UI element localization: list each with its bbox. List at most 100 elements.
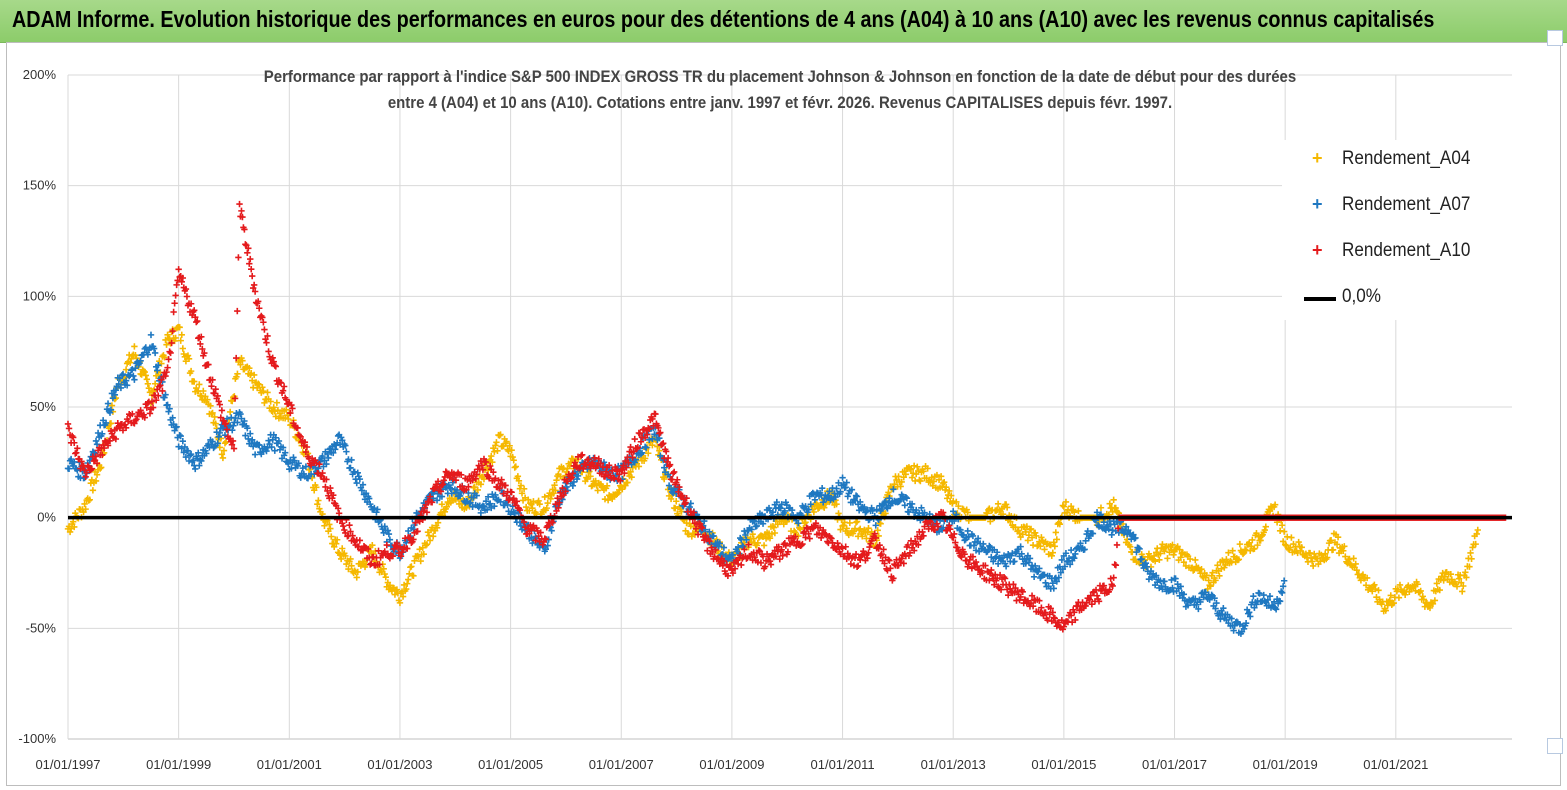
data-point — [140, 367, 147, 375]
data-point — [294, 424, 301, 432]
resize-handle-top-right[interactable] — [1547, 30, 1563, 46]
data-point — [1071, 609, 1078, 616]
data-point — [261, 326, 268, 333]
data-point — [315, 497, 322, 504]
data-point — [629, 464, 636, 471]
data-point — [734, 560, 742, 568]
data-point — [503, 492, 510, 500]
data-point — [657, 429, 664, 436]
data-point — [92, 477, 100, 485]
data-point — [1016, 530, 1023, 537]
data-point — [73, 449, 80, 456]
data-point — [1026, 555, 1034, 562]
data-point — [146, 410, 154, 417]
data-point — [264, 389, 271, 396]
data-point — [910, 547, 918, 554]
data-point — [993, 549, 1001, 556]
data-point — [958, 553, 965, 561]
data-point — [149, 388, 157, 395]
data-point — [326, 521, 333, 528]
data-point — [569, 470, 577, 477]
data-point — [323, 476, 330, 483]
data-point — [1429, 600, 1437, 608]
data-point — [1457, 579, 1465, 586]
data-point — [220, 447, 228, 454]
data-point — [821, 504, 828, 511]
data-point — [313, 484, 320, 491]
data-point — [1157, 550, 1164, 557]
data-point — [1261, 597, 1268, 605]
data-point — [137, 357, 144, 365]
data-point — [805, 506, 812, 513]
x-tick-label: 01/01/2003 — [367, 757, 432, 772]
data-point — [781, 507, 789, 515]
data-point — [1276, 598, 1284, 605]
data-point — [173, 423, 180, 431]
data-point — [106, 437, 114, 445]
data-point — [356, 475, 364, 483]
data-point — [1306, 549, 1314, 557]
resize-handle-bottom-right[interactable] — [1547, 738, 1563, 754]
data-point — [1062, 498, 1070, 506]
data-point — [927, 518, 934, 526]
data-point — [232, 354, 240, 362]
data-point — [860, 548, 867, 555]
data-point — [778, 546, 785, 553]
data-point — [1211, 594, 1218, 602]
data-point — [655, 424, 662, 432]
data-point — [877, 520, 884, 527]
x-axis-tick-labels: 01/01/1997 01/01/1999 01/01/2001 01/01/2003… — [35, 757, 1428, 772]
data-point — [171, 427, 178, 434]
data-point — [92, 453, 100, 460]
data-point — [316, 460, 323, 468]
data-point — [595, 455, 602, 463]
data-point — [175, 266, 182, 273]
data-point — [288, 401, 295, 409]
data-point — [900, 560, 907, 567]
data-point — [162, 372, 169, 380]
data-point — [769, 523, 777, 530]
data-point — [144, 399, 152, 407]
data-point — [1110, 574, 1117, 581]
data-point — [847, 560, 855, 568]
data-point — [380, 565, 387, 573]
data-point — [504, 501, 511, 509]
data-point — [191, 307, 198, 314]
data-point — [1253, 601, 1260, 608]
data-point — [724, 572, 732, 579]
data-point — [1072, 550, 1079, 558]
data-point — [520, 485, 528, 493]
data-point — [1067, 612, 1075, 619]
data-point — [495, 477, 502, 484]
data-point — [1038, 604, 1045, 611]
data-point — [364, 545, 372, 553]
data-point — [728, 566, 736, 574]
data-point — [96, 465, 104, 472]
data-point — [1109, 582, 1116, 590]
data-point — [263, 447, 270, 455]
data-point — [279, 444, 287, 451]
data-point — [171, 300, 178, 307]
data-point — [908, 500, 916, 508]
data-point — [198, 457, 205, 465]
data-point — [953, 498, 960, 506]
data-point — [1271, 501, 1279, 508]
data-point — [600, 459, 608, 466]
data-point — [1031, 529, 1039, 536]
data-point — [1035, 568, 1042, 575]
data-point — [659, 441, 666, 448]
data-point — [1143, 563, 1151, 571]
data-point — [1323, 554, 1331, 561]
data-point — [212, 420, 219, 427]
data-point — [222, 420, 230, 427]
data-point — [196, 462, 203, 469]
data-point — [194, 317, 201, 325]
data-point — [169, 414, 176, 422]
data-point — [478, 462, 486, 469]
data-point — [137, 407, 144, 414]
data-point — [91, 456, 99, 464]
data-point — [848, 486, 856, 493]
data-point — [270, 404, 277, 411]
data-point — [885, 556, 892, 563]
data-point — [1197, 598, 1204, 606]
